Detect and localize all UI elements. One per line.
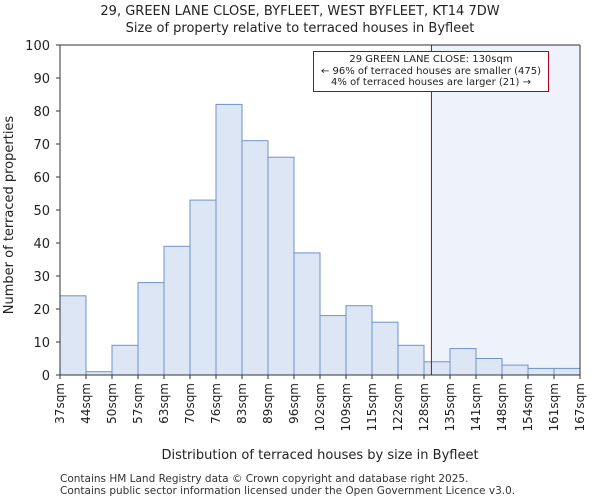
y-tick-label: 60 [33, 171, 50, 186]
bar [553, 367, 581, 376]
x-tick-label: 63sqm [157, 383, 171, 424]
bar [397, 344, 425, 376]
bar [475, 358, 503, 376]
bar [371, 321, 399, 376]
x-tick-label: 122sqm [391, 383, 405, 431]
x-tick-label: 161sqm [547, 383, 561, 431]
x-tick-label: 96sqm [287, 383, 301, 424]
bar [423, 361, 451, 376]
x-tick-label: 102sqm [313, 383, 327, 431]
chart-subtitle: Size of property relative to terraced ho… [125, 21, 475, 36]
annotation-line-3: 4% of terraced houses are larger (21) → [331, 77, 531, 88]
x-tick-label: 167sqm [573, 383, 587, 431]
y-tick-label: 0 [42, 369, 50, 384]
x-tick-label: 148sqm [495, 383, 509, 431]
y-tick-label: 20 [33, 303, 50, 318]
x-tick-label: 37sqm [53, 383, 67, 424]
bar [527, 367, 555, 376]
y-axis-label: Number of terraced properties [2, 116, 17, 315]
bar [137, 282, 165, 376]
bar [215, 103, 243, 376]
x-tick-label: 141sqm [469, 383, 483, 431]
bar [449, 348, 477, 376]
x-tick-label: 76sqm [209, 383, 223, 424]
bar [319, 315, 347, 376]
x-tick-label: 83sqm [235, 383, 249, 424]
annotation-line-2: ← 96% of terraced houses are smaller (47… [320, 65, 542, 77]
bar [501, 364, 529, 376]
highlight-region [431, 45, 580, 375]
x-tick-label: 44sqm [79, 383, 93, 424]
y-tick-label: 90 [33, 72, 50, 87]
annotation-line-1: 29 GREEN LANE CLOSE: 130sqm [349, 54, 513, 65]
bar [111, 344, 139, 376]
bar [59, 295, 87, 376]
y-tick-label: 30 [33, 270, 50, 285]
y-tick-label: 80 [33, 105, 50, 120]
bar [189, 199, 217, 376]
bar [241, 140, 269, 376]
footer-line-1: Contains HM Land Registry data © Crown c… [60, 473, 469, 485]
x-tick-label: 70sqm [183, 383, 197, 424]
bar [267, 156, 295, 376]
footer-line-2: Contains public sector information licen… [60, 485, 516, 497]
y-tick-label: 40 [33, 237, 50, 252]
annotation-box: 29 GREEN LANE CLOSE: 130sqm ← 96% of ter… [313, 51, 549, 92]
x-axis-label: Distribution of terraced houses by size … [161, 448, 478, 463]
y-tick-label: 70 [33, 138, 50, 153]
chart-title: 29, GREEN LANE CLOSE, BYFLEET, WEST BYFL… [100, 4, 500, 19]
x-tick-label: 135sqm [443, 383, 457, 431]
bar [345, 305, 373, 376]
y-tick-label: 10 [33, 336, 50, 351]
x-tick-label: 115sqm [365, 383, 379, 431]
x-tick-label: 154sqm [521, 383, 535, 431]
x-tick-label: 128sqm [417, 383, 431, 431]
x-tick-label: 57sqm [131, 383, 145, 424]
x-tick-label: 109sqm [339, 383, 353, 431]
y-tick-label: 50 [33, 204, 50, 219]
bar [163, 245, 191, 376]
x-tick-label: 89sqm [261, 383, 275, 424]
bar [293, 252, 321, 376]
x-tick-label: 50sqm [105, 383, 119, 424]
y-tick-label: 100 [25, 39, 50, 54]
